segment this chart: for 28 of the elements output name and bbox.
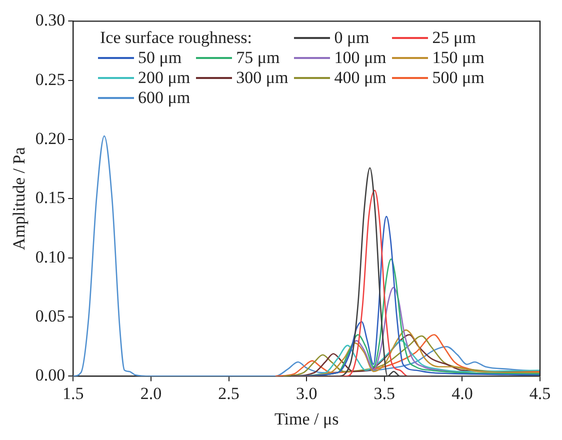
x-tick-label: 3.5 xyxy=(374,384,396,403)
x-tick-label: 4.5 xyxy=(529,384,551,403)
x-tick-label: 3.0 xyxy=(296,384,318,403)
legend-label: 25 μm xyxy=(432,28,476,48)
legend-label: 50 μm xyxy=(138,48,182,68)
y-tick-label: 0.10 xyxy=(35,247,66,266)
legend-label: 75 μm xyxy=(236,48,280,68)
legend-label: 300 μm xyxy=(236,68,288,88)
y-tick-label: 0.30 xyxy=(35,10,66,30)
legend-label: 0 μm xyxy=(334,28,370,48)
y-tick-label: 0.20 xyxy=(35,129,66,148)
x-tick-label: 4.0 xyxy=(452,384,473,403)
legend-label: 600 μm xyxy=(138,88,190,108)
x-tick-label: 2.0 xyxy=(140,384,162,403)
legend-title: Ice surface roughness: xyxy=(99,28,253,48)
legend-label: 200 μm xyxy=(138,68,190,88)
x-axis-title: Time / μs xyxy=(274,409,339,428)
legend-label: 400 μm xyxy=(334,68,386,88)
x-tick-label: 1.5 xyxy=(62,384,84,403)
legend-label: 100 μm xyxy=(334,48,386,68)
legend-label: 500 μm xyxy=(432,68,484,88)
y-axis-title: Amplitude / Pa xyxy=(10,146,29,250)
y-tick-label: 0.00 xyxy=(35,366,66,385)
y-tick-label: 0.05 xyxy=(35,306,66,326)
y-tick-label: 0.15 xyxy=(35,188,66,208)
x-tick-label: 2.5 xyxy=(218,384,240,403)
legend-label: 150 μm xyxy=(432,48,484,68)
y-tick-label: 0.25 xyxy=(35,70,66,89)
